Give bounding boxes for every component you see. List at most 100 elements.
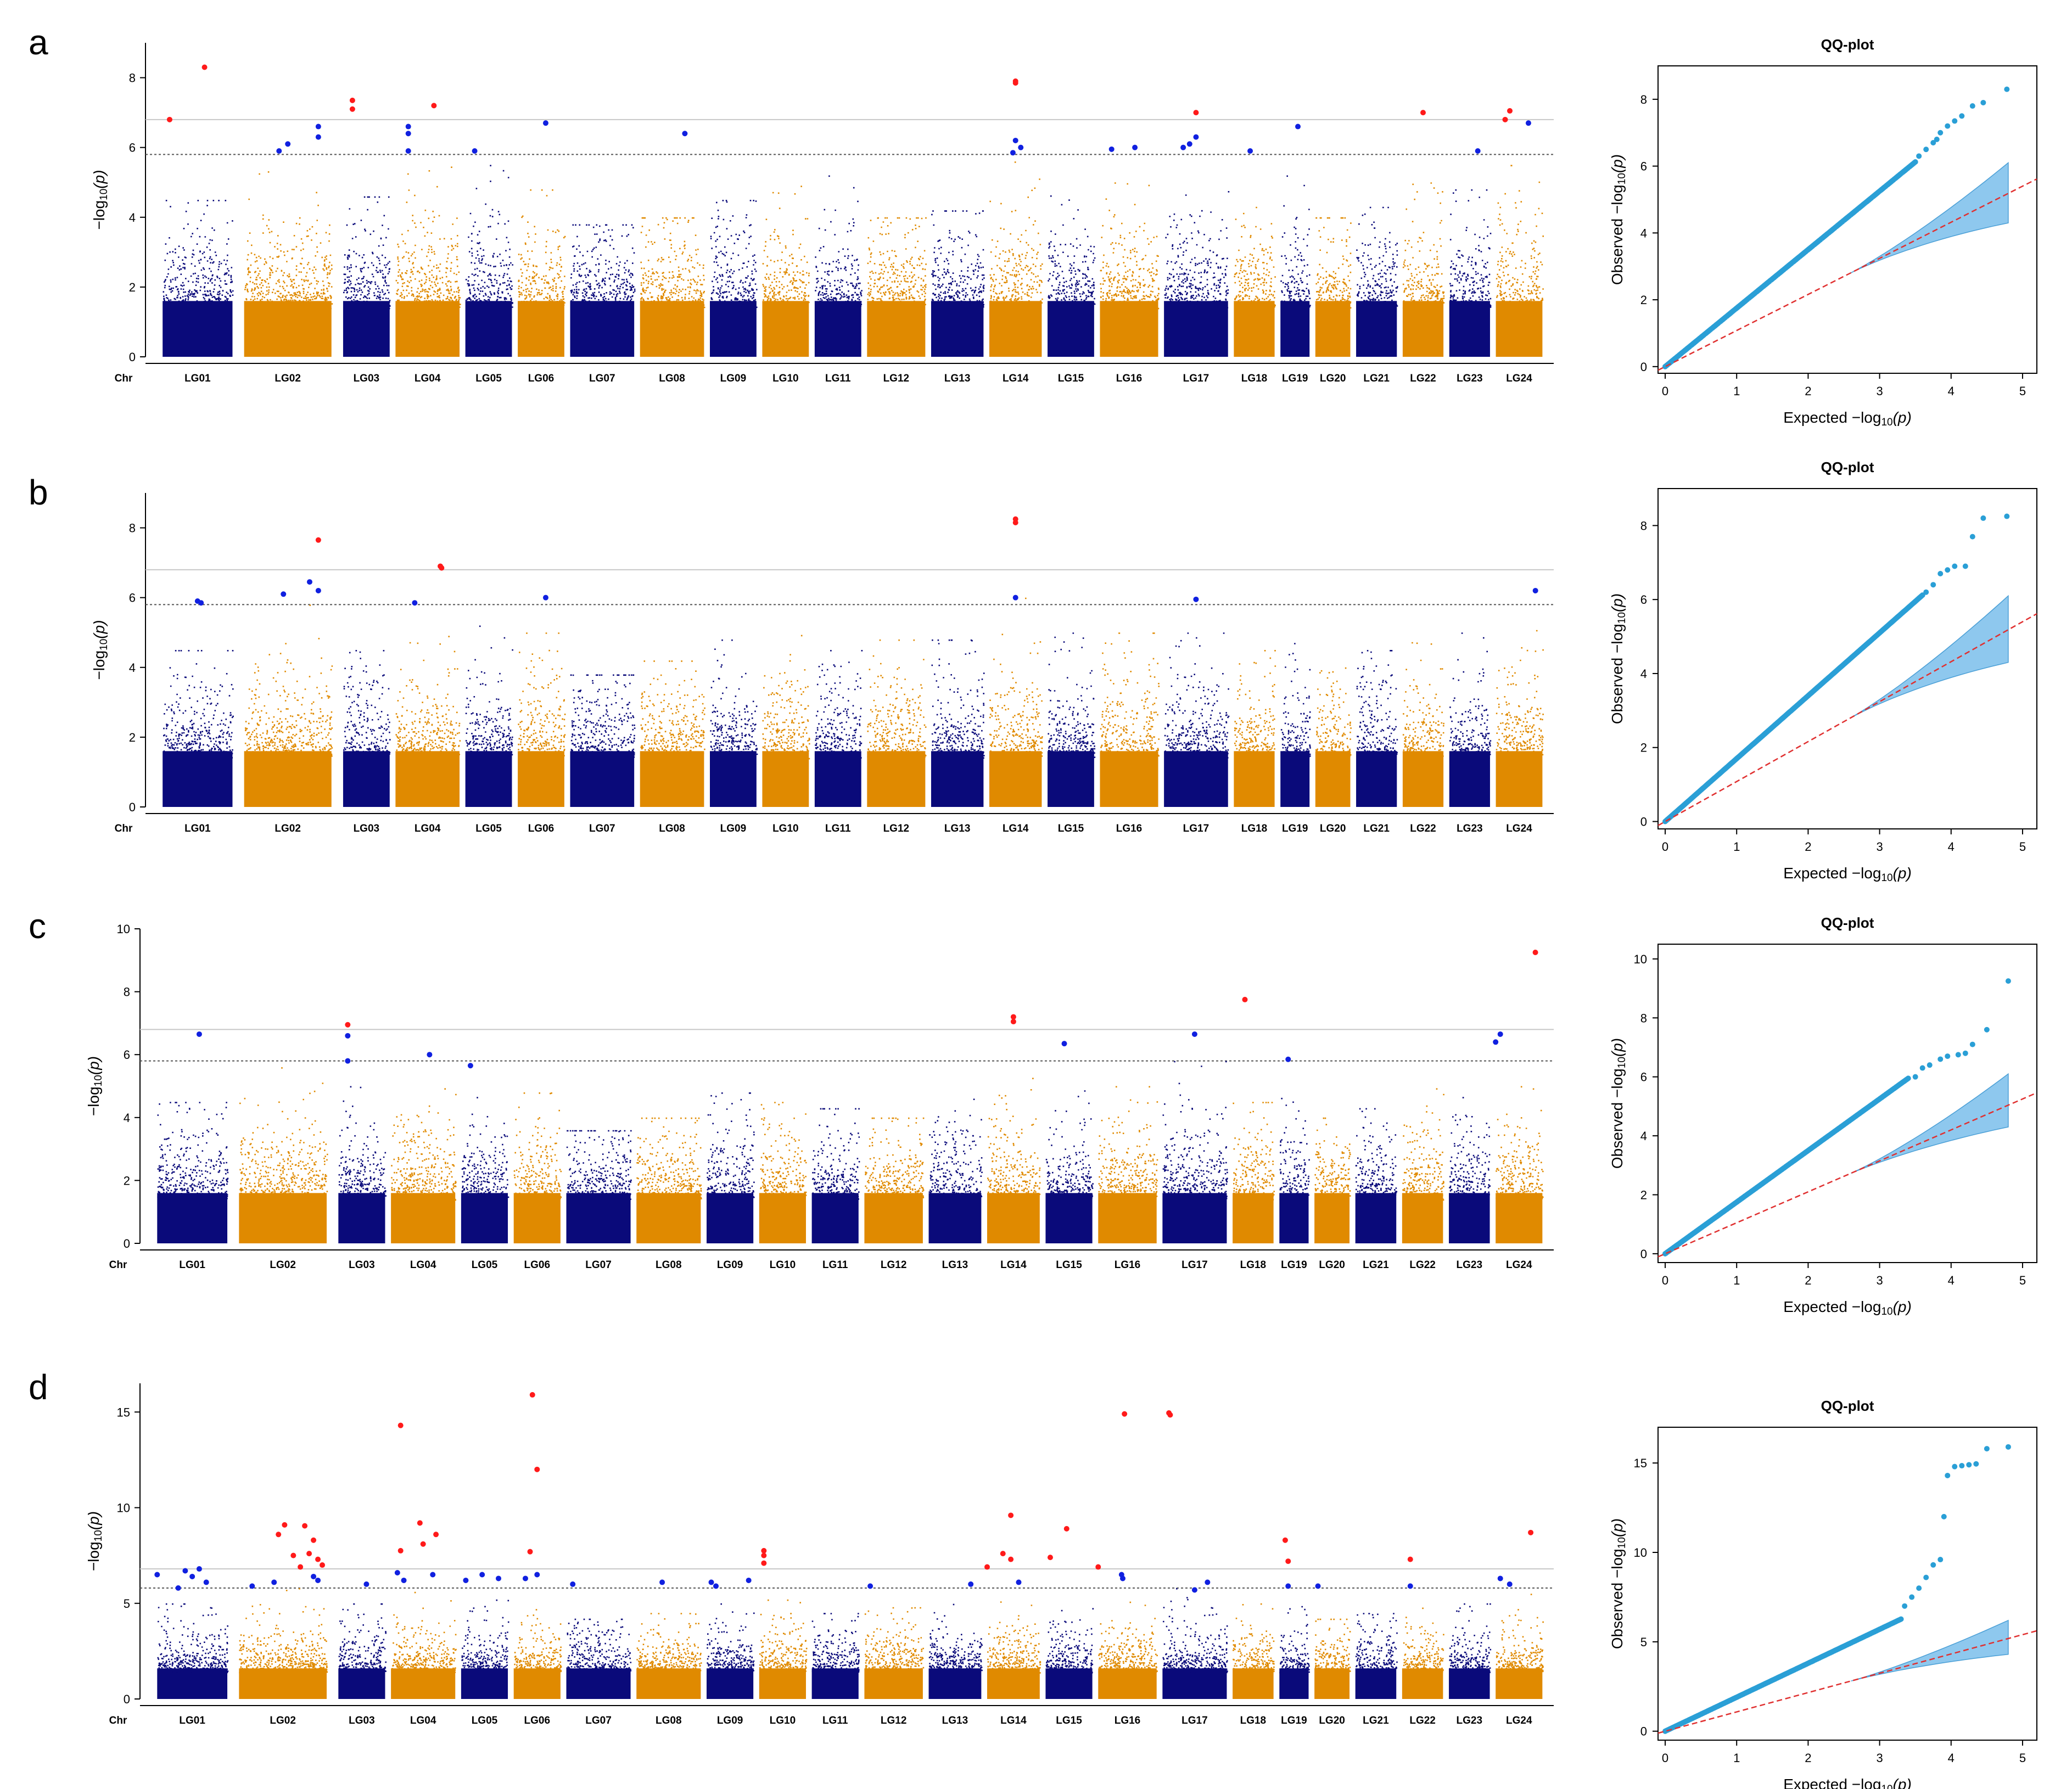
chr-dense-body-LG08	[636, 1193, 701, 1243]
chr-label-LG19: LG19	[1281, 1715, 1307, 1726]
suggestive-snp-LG04-12	[401, 1577, 407, 1583]
chr-points-LG12	[864, 1117, 925, 1243]
y-tick-label-8: 8	[124, 985, 130, 999]
chr-dense-body-LG08	[636, 1668, 701, 1699]
suggestive-snp-LG07-19	[570, 1581, 576, 1587]
qq-confidence-band	[1851, 595, 2009, 718]
suggestive-snp-LG16-28	[1119, 1575, 1125, 1582]
chr-dense-body-LG14	[989, 751, 1042, 807]
suggestive-snp-LG14-7	[1012, 595, 1018, 601]
chr-scatter-LG16	[1098, 1601, 1158, 1674]
suggestive-snp-LG03-1	[345, 1033, 351, 1039]
chr-axis-label: Chr	[109, 1259, 127, 1271]
chr-label-LG21: LG21	[1363, 823, 1390, 834]
chr-label-LG11: LG11	[822, 1715, 848, 1726]
suggestive-snp-LG02-1	[315, 134, 321, 140]
significant-snp-LG24-9	[1502, 116, 1508, 122]
chr-label-LG02: LG02	[275, 373, 301, 384]
suggestive-snp-LG06-17	[522, 1575, 528, 1582]
qq-tail-point-7	[1945, 1472, 1951, 1478]
suggestive-snp-LG16-14	[1132, 144, 1138, 150]
y-tick-label-4: 4	[124, 1111, 130, 1125]
suggestive-snp-LG01-4	[203, 1579, 209, 1585]
suggestive-snp-LG18-18	[1247, 148, 1253, 154]
chr-points-LG01	[163, 650, 234, 807]
suggestive-snp-LG20-32	[1315, 1583, 1321, 1589]
chr-points-LG01	[157, 1603, 229, 1699]
qq-tail-point-9	[1980, 99, 1986, 105]
chr-points-LG19	[1280, 643, 1311, 807]
qq-confidence-band	[1851, 1073, 2009, 1174]
chr-dense-body-LG12	[867, 301, 926, 357]
qq-tail-point-9	[2005, 978, 2011, 984]
suggestive-snp-LG01-5	[175, 1585, 181, 1591]
chr-scatter-LG17	[1162, 1588, 1228, 1674]
chr-points-LG14	[989, 161, 1043, 357]
chr-dense-body-LG06	[518, 751, 564, 807]
significant-snp-LG14-4	[1012, 520, 1018, 526]
chr-dense-body-LG19	[1280, 751, 1310, 807]
qq-y-tick-label-0: 0	[1640, 360, 1647, 374]
significant-snp-LG15-25	[1063, 1526, 1069, 1532]
chr-points-LG11	[811, 1613, 860, 1699]
qq-tail-point-2	[1916, 1585, 1922, 1591]
qq-y-tick-label-6: 6	[1640, 160, 1647, 173]
chr-label-LG18: LG18	[1241, 823, 1268, 834]
chr-scatter-LG13	[931, 210, 985, 310]
chr-label-LG03: LG03	[349, 1259, 375, 1271]
chr-scatter-LG05	[461, 1097, 509, 1201]
significant-snp-LG02-2	[302, 1523, 308, 1529]
chr-scatter-LG09	[707, 1092, 755, 1201]
chr-scatter-LG12	[867, 217, 927, 310]
significant-snp-LG02-0	[315, 537, 321, 543]
chr-scatter-LG04	[395, 636, 461, 760]
chr-points-LG13	[928, 1603, 983, 1699]
qq-x-tick-label-1: 1	[1733, 840, 1740, 854]
panel-letter-c: c	[29, 906, 46, 946]
qq-observed-bulk	[1662, 1075, 1911, 1257]
suggestive-snp-LG04-4	[405, 124, 411, 130]
chr-label-LG22: LG22	[1410, 373, 1436, 384]
chr-scatter-LG14	[989, 597, 1043, 760]
suggestive-snp-LG09-22	[713, 1583, 719, 1589]
chr-label-LG19: LG19	[1281, 1259, 1307, 1271]
chr-dense-body-LG20	[1314, 1668, 1350, 1699]
chr-scatter-LG05	[461, 1599, 509, 1674]
chr-points-LG09	[707, 1603, 755, 1699]
chr-dense-body-LG03	[338, 1193, 385, 1243]
chr-scatter-LG16	[1100, 182, 1160, 310]
qq-expected-line	[1657, 613, 2037, 826]
qq-title: QQ-plot	[1821, 36, 1874, 53]
chr-scatter-LG15	[1048, 632, 1096, 760]
chr-label-LG23: LG23	[1457, 373, 1483, 384]
chr-dense-body-LG01	[163, 301, 233, 357]
qq-tail-point-1	[1923, 147, 1929, 153]
chr-dense-body-LG13	[931, 751, 984, 807]
chr-dense-body-LG08	[640, 301, 704, 357]
chr-dense-body-LG03	[343, 751, 390, 807]
chr-dense-body-LG10	[762, 301, 809, 357]
chr-dense-body-LG18	[1234, 301, 1275, 357]
suggestive-snp-LG02-2	[285, 141, 291, 147]
y-tick-label-0: 0	[124, 1237, 130, 1250]
suggestive-snp-LG05-14	[463, 1577, 469, 1583]
chr-points-LG10	[762, 186, 810, 357]
chr-points-LG23	[1449, 632, 1492, 807]
significant-snp-LG03-3	[349, 106, 355, 112]
chr-dense-body-LG24	[1496, 1668, 1543, 1699]
chr-scatter-LG18	[1233, 1102, 1275, 1201]
chr-scatter-LG12	[864, 1607, 925, 1674]
panel-letter-d: d	[29, 1367, 48, 1407]
y-axis-label: −log10(p)	[91, 170, 110, 229]
chr-scatter-LG09	[710, 200, 758, 310]
qq-plot-b: QQ-plot 0 1 2 3 4 5 0 2 4 6 8 Expected −log10(p) Obse…	[1609, 459, 2037, 884]
suggestive-snp-LG02-4	[281, 591, 287, 597]
significant-snp-LG02-3	[290, 1552, 296, 1558]
chr-label-LG23: LG23	[1457, 823, 1483, 834]
qq-tail-point-9	[1959, 1463, 1965, 1469]
suggestive-snp-LG24-8	[1493, 1039, 1499, 1045]
suggestive-snp-LG01-0	[196, 1031, 202, 1037]
chr-scatter-LG10	[759, 1102, 807, 1201]
significant-snp-LG10-18	[761, 1552, 767, 1558]
chr-scatter-LG21	[1356, 206, 1398, 310]
